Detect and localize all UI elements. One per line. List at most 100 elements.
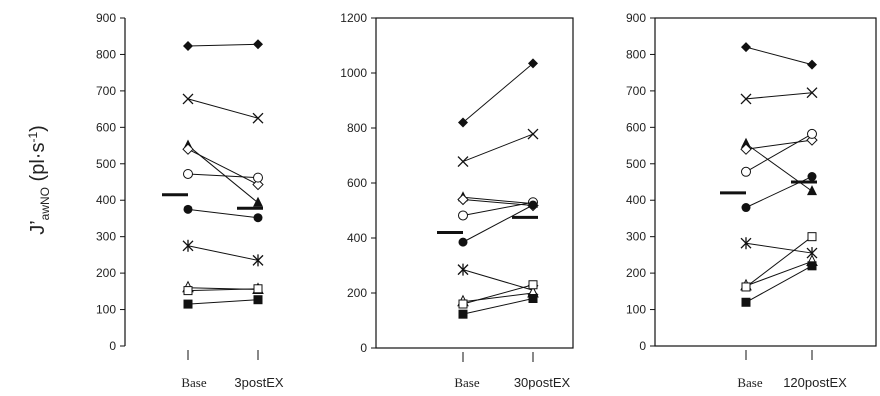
circle-filled-marker xyxy=(741,203,751,213)
cross-marker xyxy=(457,156,469,168)
diamond-open-marker xyxy=(740,143,752,155)
series-triangle-filled xyxy=(741,137,817,196)
series-circle-filled xyxy=(183,204,263,223)
x-category-label: 30postEX xyxy=(514,375,571,390)
y-tick-label: 700 xyxy=(626,84,646,98)
series-line xyxy=(745,265,813,303)
star-marker xyxy=(740,237,752,250)
cross-marker xyxy=(806,87,818,99)
y-tick-label: 700 xyxy=(96,84,116,98)
series-triangle-open xyxy=(457,285,539,307)
cross-marker xyxy=(740,93,752,105)
star-marker xyxy=(457,263,469,276)
series-star xyxy=(740,237,818,260)
y-tick-label: 0 xyxy=(639,339,646,353)
circle-open-marker xyxy=(458,210,468,221)
square-open-marker xyxy=(458,299,468,309)
square-filled-marker xyxy=(528,294,538,303)
y-tick-label: 0 xyxy=(360,341,367,355)
series-cross xyxy=(457,128,539,168)
series-square-open xyxy=(458,280,538,309)
chart-panel-1: 0 100 200 300 400 500 600 700 800 900 Base 3postEX xyxy=(96,11,284,390)
y-tick-label: 500 xyxy=(96,157,116,171)
series-star xyxy=(182,239,264,267)
series-line xyxy=(745,92,813,100)
series-line xyxy=(462,284,534,305)
series-circle-filled xyxy=(741,172,817,213)
triangle-filled-marker xyxy=(253,196,263,207)
series-circle-open xyxy=(741,128,817,177)
series-line xyxy=(462,62,534,123)
y-axis-label: J’awNO (pl·s-1) xyxy=(26,125,52,235)
square-filled-marker xyxy=(807,261,817,271)
x-category-label: Base xyxy=(181,375,207,390)
series-line xyxy=(745,46,813,66)
series-line xyxy=(187,299,259,305)
y-tick-label: 1000 xyxy=(340,66,367,80)
series-line xyxy=(462,204,534,243)
series-line xyxy=(187,43,259,47)
series-line xyxy=(462,133,534,163)
series-circle-open xyxy=(183,168,263,183)
chart-panel-2: 0 200 400 600 800 1000 1200 Base 30postEX xyxy=(340,11,574,390)
series-line xyxy=(745,242,813,254)
series-square-open xyxy=(183,284,263,296)
triangle-filled-marker xyxy=(741,137,751,148)
circle-open-marker xyxy=(741,166,751,177)
cross-stroke xyxy=(740,93,752,105)
star-marker xyxy=(252,254,264,267)
star-marker xyxy=(182,239,194,252)
diamond-open-marker xyxy=(252,178,264,191)
series-diamond-filled xyxy=(741,42,817,70)
y-tick-label: 400 xyxy=(96,193,116,207)
series-diamond-filled xyxy=(183,39,263,52)
series-line xyxy=(187,148,259,185)
series-line xyxy=(187,245,259,261)
y-tick-label: 600 xyxy=(626,120,646,134)
circle-open-marker xyxy=(253,172,263,183)
series-diamond-open xyxy=(182,143,264,191)
circle-open-marker xyxy=(807,128,817,139)
y-tick-label: 200 xyxy=(626,266,646,280)
series-square-filled xyxy=(741,261,817,307)
diamond-filled-marker xyxy=(183,41,193,52)
series-line xyxy=(462,201,534,216)
diamond-filled-marker xyxy=(741,42,751,53)
diamond-filled-marker xyxy=(458,117,468,128)
diamond-filled-marker xyxy=(528,58,538,69)
series-line xyxy=(462,196,534,205)
diamond-filled-marker xyxy=(807,59,817,70)
series-line xyxy=(745,143,813,192)
y-tick-label: 400 xyxy=(347,231,367,245)
series-triangle-open xyxy=(740,254,818,291)
series-star xyxy=(457,263,539,297)
series-square-filled xyxy=(183,295,263,309)
circle-filled-marker xyxy=(183,204,193,214)
triangle-filled-marker xyxy=(807,185,817,196)
series-cross xyxy=(740,87,818,105)
cross-stroke xyxy=(252,112,264,124)
cross-stroke xyxy=(182,93,194,105)
circle-open-marker xyxy=(183,168,193,179)
y-tick-label: 300 xyxy=(96,230,116,244)
circle-filled-marker xyxy=(253,213,263,223)
cross-stroke xyxy=(457,156,469,168)
diamond-open-marker xyxy=(182,143,194,155)
series-cross xyxy=(182,93,264,124)
cross-stroke xyxy=(806,87,818,99)
x-category-label: 3postEX xyxy=(234,375,283,390)
series-line xyxy=(462,269,534,291)
series-line xyxy=(745,133,813,173)
series-circle-filled xyxy=(458,200,538,247)
x-category-label: 120postEX xyxy=(783,375,847,390)
y-tick-label: 300 xyxy=(626,230,646,244)
y-tick-label: 800 xyxy=(96,47,116,61)
series-line xyxy=(745,260,813,287)
cross-marker xyxy=(252,112,264,124)
y-tick-label: 200 xyxy=(347,286,367,300)
series-line xyxy=(187,173,259,179)
series-square-open xyxy=(741,232,817,292)
series-diamond-open xyxy=(740,134,818,155)
plot-frame xyxy=(654,17,877,347)
